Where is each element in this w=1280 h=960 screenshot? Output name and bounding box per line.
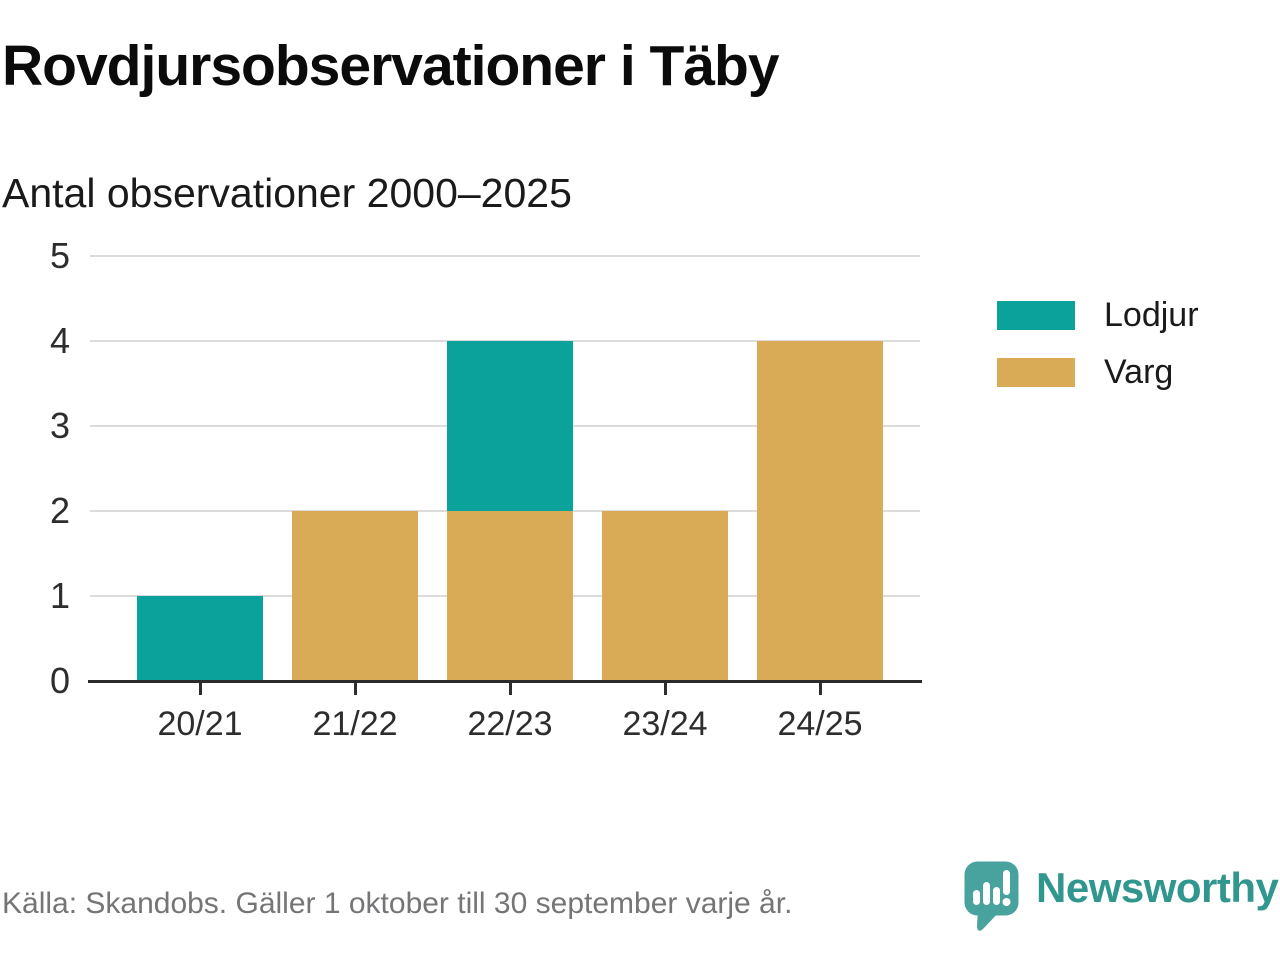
legend: Lodjur Varg	[997, 296, 1199, 415]
x-axis-tick-21-22	[353, 682, 357, 695]
x-axis-tick-20-21	[198, 682, 202, 695]
newsworthy-brand-name: Newsworthy	[1036, 864, 1279, 911]
x-tick-label-22-23: 22/23	[467, 705, 553, 743]
y-tick-label-3: 3	[49, 405, 70, 446]
y-tick-label-0: 0	[49, 660, 70, 701]
bar-varg-23-24	[602, 511, 728, 681]
newsworthy-brand: Newsworthy	[964, 861, 1279, 931]
x-tick-label-24-25: 24/25	[777, 705, 863, 743]
chart-title: Rovdjursobservationer i Täby	[2, 34, 780, 98]
x-tick-label-23-24: 23/24	[622, 705, 708, 743]
x-axis-line	[88, 680, 922, 683]
bar-varg-22-23	[447, 511, 573, 681]
x-axis-tick-24-25	[818, 682, 822, 695]
newsworthy-logo-icon	[964, 861, 1019, 931]
bar-lodjur-20-21	[137, 596, 263, 681]
y-tick-label-5: 5	[49, 235, 70, 276]
bar-varg-21-22	[292, 511, 418, 681]
x-tick-label-21-22: 21/22	[312, 705, 398, 743]
y-tick-label-2: 2	[49, 490, 70, 531]
legend-label-varg: Varg	[1104, 353, 1174, 391]
x-axis-tick-23-24	[663, 682, 667, 695]
bar-varg-24-25	[757, 341, 883, 681]
y-tick-label-4: 4	[49, 320, 70, 361]
gridline-y-5	[90, 255, 920, 257]
legend-label-lodjur: Lodjur	[1104, 296, 1199, 334]
legend-item-varg: Varg	[997, 353, 1199, 391]
lodjur-color-swatch	[997, 301, 1075, 330]
chart-subtitle: Antal observationer 2000–2025	[2, 170, 572, 216]
source-attribution: Källa: Skandobs. Gäller 1 oktober till 3…	[2, 887, 793, 920]
y-tick-label-1: 1	[49, 575, 70, 616]
x-tick-label-20-21: 20/21	[157, 705, 243, 743]
bar-lodjur-22-23	[447, 341, 573, 511]
legend-item-lodjur: Lodjur	[997, 296, 1199, 334]
x-axis-tick-22-23	[508, 682, 512, 695]
varg-color-swatch	[997, 358, 1075, 387]
